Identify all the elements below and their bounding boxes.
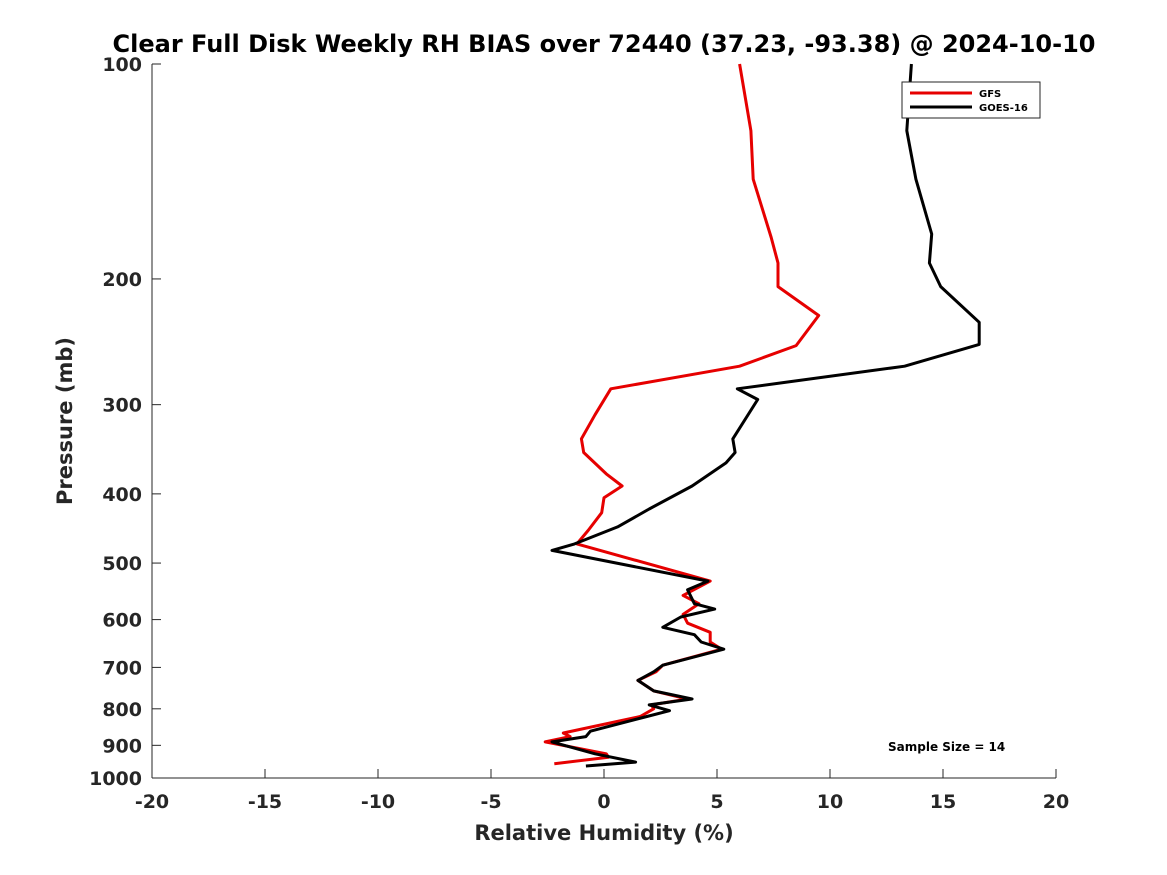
x-tick-label: -15 — [248, 791, 282, 813]
y-tick-label: 400 — [102, 484, 142, 506]
x-axis-label: Relative Humidity (%) — [474, 821, 733, 845]
series-layer — [543, 63, 981, 768]
y-tick-label: 100 — [102, 54, 142, 76]
y-tick-label: 900 — [102, 735, 142, 757]
x-tick-label: -10 — [361, 791, 395, 813]
x-tick-label: 15 — [930, 791, 956, 813]
legend-label-goes-16: GOES-16 — [979, 103, 1028, 114]
goes-16-series-line — [550, 63, 981, 768]
y-tick-label: 800 — [102, 699, 142, 721]
legend-box — [901, 81, 1041, 119]
x-tick-label: -20 — [135, 791, 169, 813]
x-tick-label: 0 — [597, 791, 610, 813]
x-tick-label: -5 — [480, 791, 501, 813]
x-tick-label: 10 — [817, 791, 843, 813]
x-tick-label: 5 — [710, 791, 723, 813]
x-tick-label: 20 — [1043, 791, 1069, 813]
legend-label-gfs: GFS — [979, 89, 1001, 100]
y-tick-label: 200 — [102, 269, 142, 291]
chart-title: Clear Full Disk Weekly RH BIAS over 7244… — [113, 30, 1096, 58]
y-tick-label: 500 — [102, 553, 142, 575]
y-tick-label: 600 — [102, 610, 142, 632]
axes: -20 -15 -10 -5 0 5 10 15 20 100 200 300 400 500 600 700… — [89, 54, 1069, 813]
sample-size-annotation: Sample Size = 14 — [888, 740, 1005, 754]
y-tick-label: 300 — [102, 395, 142, 417]
gfs-series-line — [543, 63, 821, 766]
legend: GFS GOES-16 — [901, 81, 1041, 119]
y-axis-label: Pressure (mb) — [53, 337, 77, 505]
y-tick-label: 1000 — [89, 768, 142, 790]
y-tick-label: 700 — [102, 657, 142, 679]
